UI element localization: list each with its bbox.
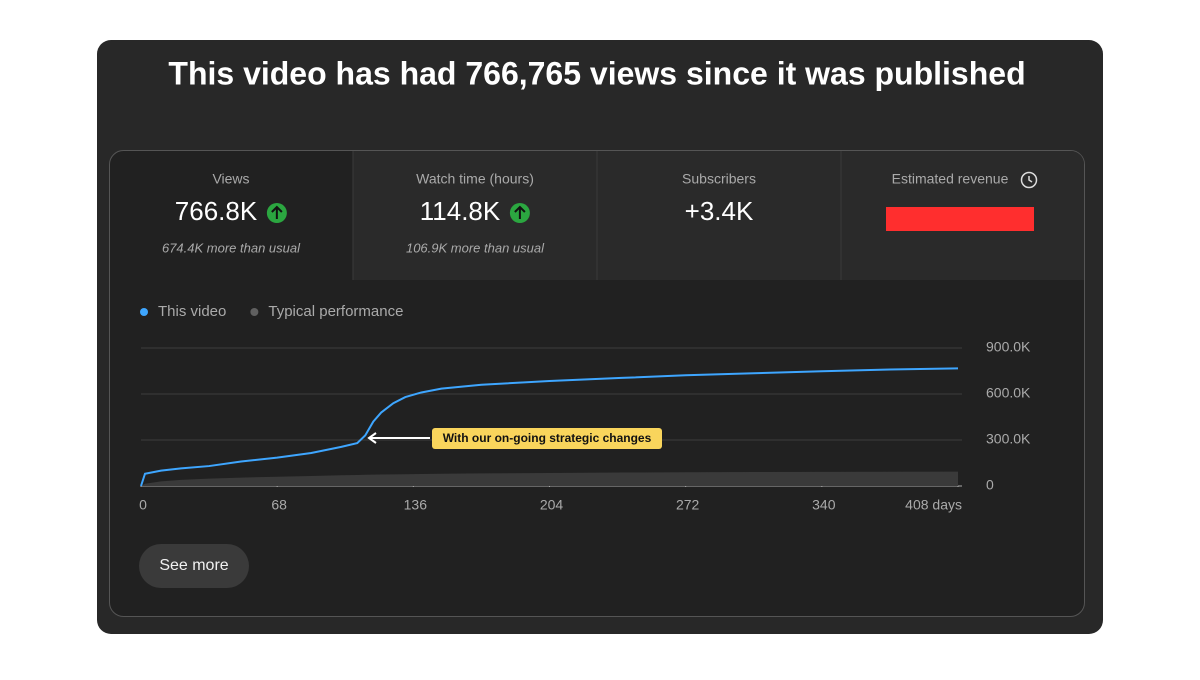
metric-value: 766.8K	[175, 196, 258, 226]
legend-dot	[140, 308, 148, 316]
metric-note: 106.9K more than usual	[406, 240, 545, 255]
legend-label: Typical performance	[268, 303, 403, 320]
series-area	[141, 471, 958, 486]
annotation-arrow	[367, 432, 430, 444]
x-tick-label: 408 days	[905, 497, 962, 513]
y-tick-label: 600.0K	[986, 385, 1031, 401]
see-more-button[interactable]	[139, 544, 249, 588]
series-line	[140, 367, 959, 487]
clock-icon	[1020, 171, 1038, 189]
annotation-box	[432, 428, 662, 449]
metric-label: Subscribers	[682, 171, 756, 187]
x-tick-label: 204	[540, 497, 564, 513]
metric-value: +3.4K	[685, 196, 754, 226]
metric-note: 674.4K more than usual	[162, 240, 301, 255]
legend-label: This video	[158, 303, 226, 320]
metric-label: Estimated revenue	[892, 171, 1009, 187]
y-tick-label: 900.0K	[986, 339, 1031, 355]
legend-dot	[250, 308, 259, 316]
x-tick-label: 340	[812, 497, 836, 513]
redaction	[886, 207, 1034, 231]
x-tick-label: 272	[676, 497, 700, 513]
x-tick-label: 136	[404, 497, 428, 513]
up-arrow	[514, 205, 526, 219]
y-tick-label: 0	[986, 477, 994, 493]
annotation: With our on-going strategic changes	[443, 431, 652, 445]
metric-label: Watch time (hours)	[416, 171, 534, 187]
x-tick-label: 68	[271, 497, 287, 513]
metric-label: Views	[212, 171, 249, 187]
x-tick-label: 0	[139, 497, 147, 513]
button-label[interactable]: See more	[159, 557, 228, 574]
title: This video has had 766,765 views since i…	[168, 55, 1025, 91]
metric-value: 114.8K	[420, 196, 501, 226]
y-tick-label: 300.0K	[986, 431, 1031, 447]
metrics-bg	[353, 151, 1084, 280]
up-arrow	[271, 205, 283, 219]
